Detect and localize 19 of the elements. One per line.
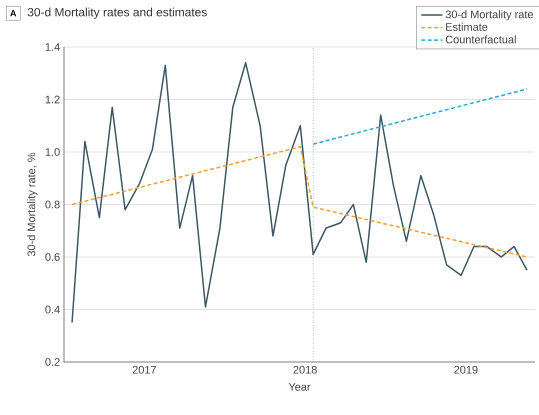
text: A [10, 10, 16, 16]
y-tick-label: 1.0 [46, 148, 60, 156]
y-tick-label: 0.6 [45, 253, 60, 261]
line-series [71, 146, 528, 258]
legend-label: Estimate [446, 22, 488, 31]
x-axis-title: Year [288, 383, 310, 391]
legend-label: 30-d Mortality rate [446, 10, 534, 20]
legend-label: Counterfactual [446, 35, 516, 44]
y-tick-label: 1.4 [46, 43, 60, 51]
y-tick-label: 1.2 [46, 96, 60, 104]
line-series [71, 62, 528, 324]
chart-title: 30-d Mortality rates and estimates [28, 8, 207, 19]
y-axis-title: 30-d Mortality rate, % [27, 152, 38, 256]
y-tick-label: 0.4 [45, 306, 60, 314]
y-tick-label: 0.8 [45, 200, 60, 208]
x-tick-label: 2019 [454, 366, 478, 374]
x-tick-label: 2018 [293, 366, 317, 374]
y-tick-label: 0.2 [45, 358, 60, 366]
x-tick-label: 2017 [132, 366, 156, 374]
